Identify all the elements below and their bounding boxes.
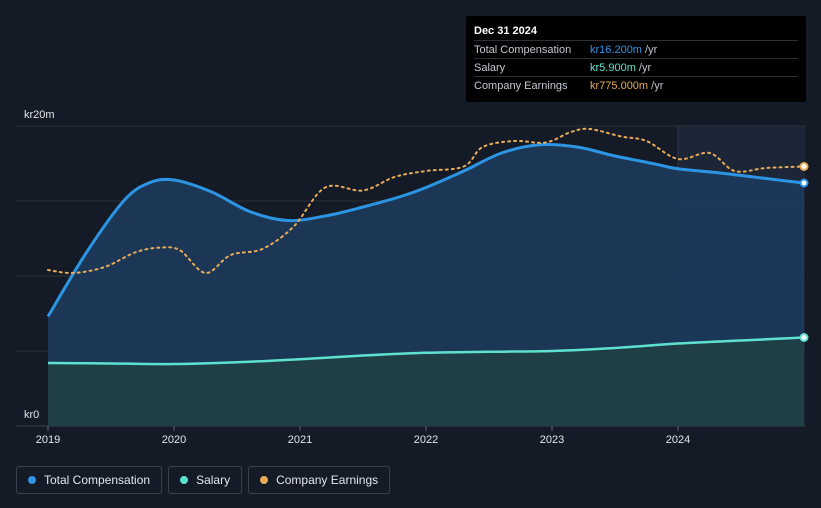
legend-label: Total Compensation [44,473,151,487]
x-tick-label: 2023 [540,434,564,446]
x-tick-label: 2022 [414,434,438,446]
tooltip-unit: /yr [638,61,652,74]
x-tick-label: 2019 [36,434,60,446]
legend-label: Salary [196,473,231,487]
x-tick-label: 2024 [666,434,690,446]
x-tick-label: 2021 [288,434,312,446]
legend-label: Company Earnings [276,473,379,487]
hover-tooltip: Dec 31 2024 Total Compensation kr16.200m… [466,16,806,102]
legend-total-compensation[interactable]: Total Compensation [16,466,163,494]
y-axis-bottom-label: kr0 [24,409,39,421]
tooltip-row-total-compensation: Total Compensation kr16.200m /yr [474,40,798,58]
tooltip-date: Dec 31 2024 [474,25,537,37]
legend-company-earnings[interactable]: Company Earnings [248,466,391,494]
total-compensation-end-marker [799,178,809,188]
tooltip-label: Salary [474,61,506,74]
tooltip-value: kr775.000m [590,79,649,92]
company-earnings-line [47,127,805,275]
tooltip-value: kr5.900m [590,61,636,74]
total-compensation-line [46,142,805,318]
tooltip-label: Company Earnings [474,79,568,92]
tooltip-label: Total Compensation [474,43,572,56]
tooltip-row-company-earnings: Company Earnings kr775.000m /yr [474,76,798,94]
tooltip-unit: /yr [651,79,664,92]
salary-line [47,336,805,366]
legend-dot-icon [28,476,36,484]
salary-area [48,337,804,426]
tooltip-unit: /yr [645,43,658,56]
legend-dot-icon [180,476,189,484]
tooltip-row-salary: Salary kr5.900m /yr [474,58,798,76]
y-axis-top-label: kr20m [24,109,55,121]
x-tick-label: 2020 [162,434,186,446]
legend-dot-icon [260,476,269,484]
legend-salary[interactable]: Salary [168,466,243,494]
chart-legend: Total Compensation Salary Company Earnin… [16,466,391,494]
tooltip-value: kr16.200m [590,43,642,56]
salary-end-marker [799,333,809,342]
company-earnings-end-marker [799,162,809,171]
